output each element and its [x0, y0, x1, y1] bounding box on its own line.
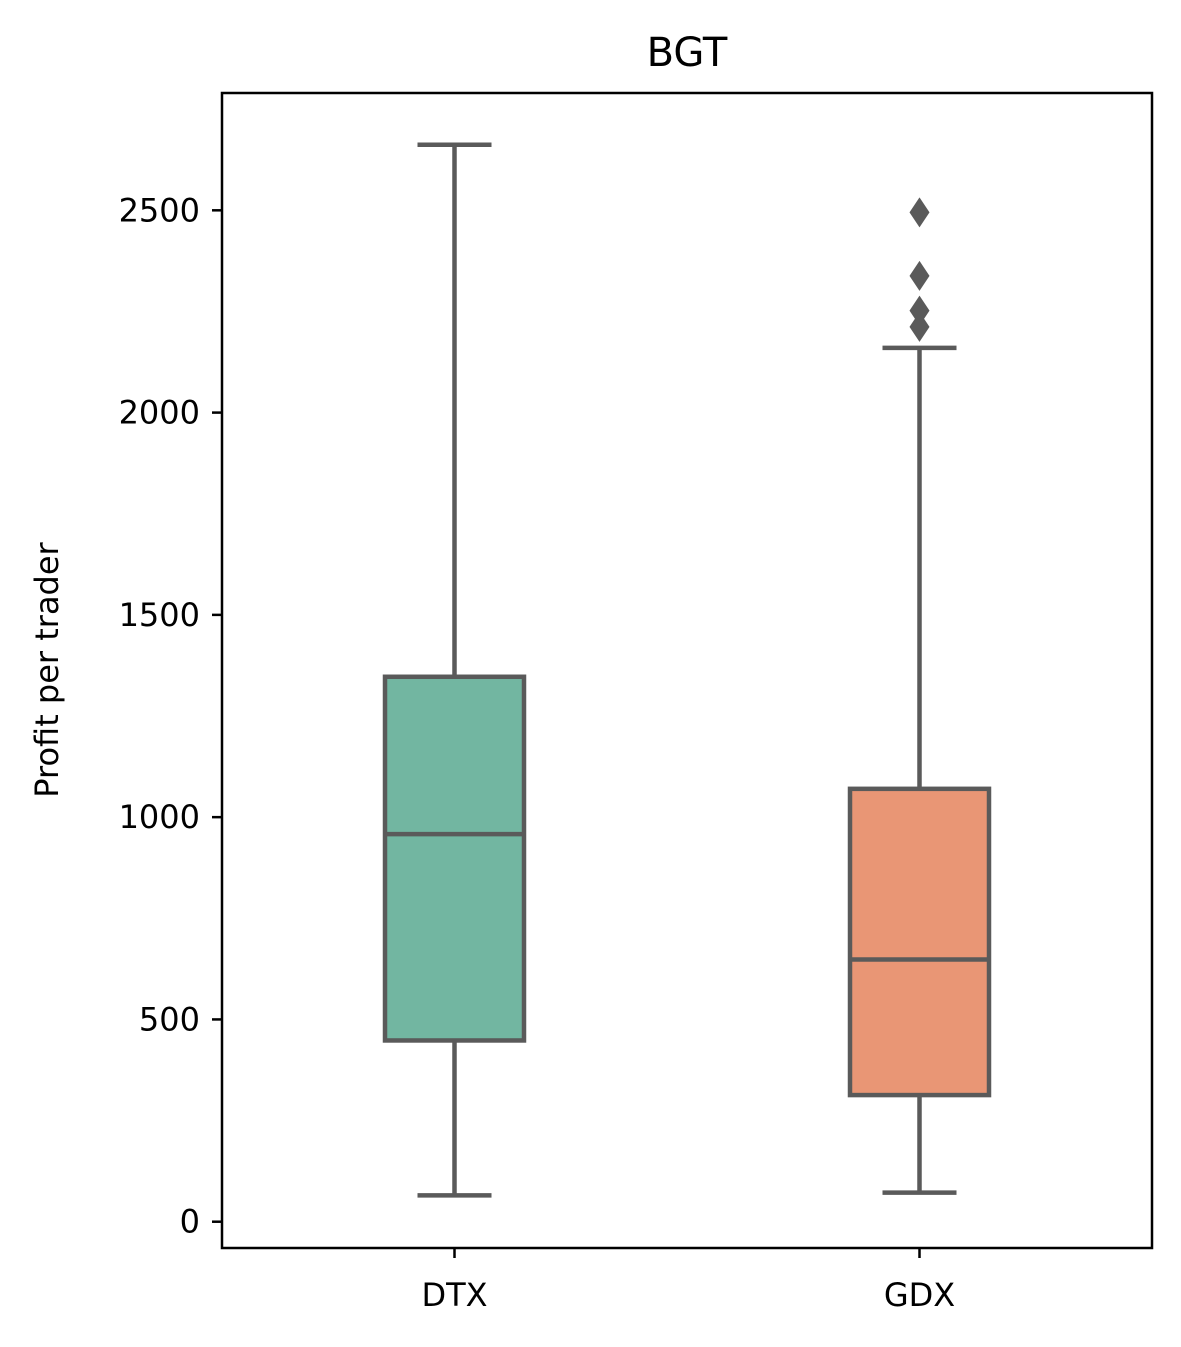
iqr-box	[382, 674, 527, 1043]
outlier-marker	[909, 311, 930, 342]
outlier-marker	[909, 260, 930, 291]
y-axis-label: Profit per trader	[28, 541, 66, 797]
box-group-dtx	[382, 142, 527, 1198]
plot-frame	[220, 91, 1154, 1250]
x-tick-label: DTX	[421, 1276, 487, 1314]
outlier-marker	[909, 295, 930, 326]
y-tick-label: 2000	[119, 394, 200, 432]
chart-title: BGT	[647, 30, 728, 76]
y-tick-label: 1500	[119, 596, 200, 634]
y-tick-label: 2500	[119, 191, 200, 229]
y-tick-label: 500	[139, 1000, 200, 1038]
outlier-marker	[909, 197, 930, 228]
y-tick-label: 1000	[119, 798, 200, 836]
y-tick-label: 0	[180, 1203, 200, 1241]
box-group-gdx	[847, 197, 992, 1195]
x-tick-label: GDX	[884, 1276, 955, 1314]
plot-area: 0 500 1000 1500 2000 2500 DTX GDX	[119, 142, 992, 1314]
iqr-box	[847, 786, 992, 1098]
